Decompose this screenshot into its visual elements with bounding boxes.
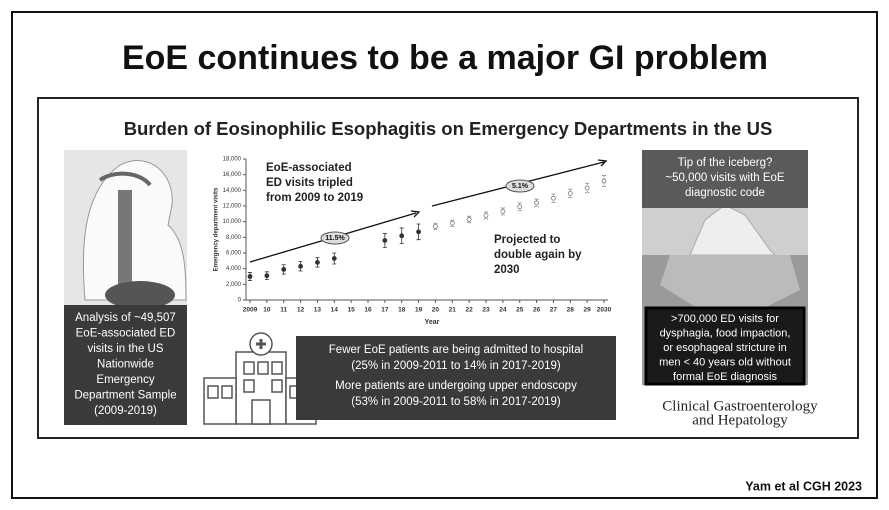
iceberg-bottom-text: dysphagia, food impaction, [660,327,791,339]
data-point [483,212,489,218]
x-tick-label: 10 [263,307,271,314]
panel-text: Emergency [96,374,154,386]
panel-text: Department Sample [74,390,176,402]
chart-annotation: EoE-associated [266,162,352,174]
y-tick-label: 8,000 [226,235,242,241]
chart-annotation: Projected to [494,234,560,246]
x-tick-label: 17 [381,307,389,314]
data-point [416,229,421,235]
x-tick-label: 2009 [243,307,258,314]
data-point [264,273,270,279]
panel-text: EoE-associated ED [76,328,176,340]
data-point [298,263,303,269]
iceberg-bottom-text: or esophageal stricture in [663,342,787,354]
iceberg-top-text: ~50,000 visits with EoE [665,172,785,184]
x-tick-label: 28 [567,307,575,314]
x-tick-label: 23 [482,307,490,314]
y-tick-label: 6,000 [226,251,242,257]
data-point [567,191,573,196]
x-tick-label: 13 [314,307,322,314]
y-tick-label: 12,000 [223,204,242,210]
data-point [247,274,253,279]
data-point [517,204,523,210]
x-tick-label: 2030 [597,307,612,314]
iceberg-bottom-text: men < 40 years old without [659,356,791,368]
iceberg-bottom-box [644,306,806,386]
y-tick-label: 4,000 [226,266,242,272]
findings-box [296,336,616,420]
data-point [584,185,590,191]
data-point [500,209,506,214]
y-tick-label: 18,000 [223,157,242,163]
y-tick-label: 16,000 [223,172,242,178]
trend-label: 5.1% [512,183,529,190]
x-tick-label: 18 [398,307,406,314]
journal-name: Clinical Gastroenterology [662,398,818,414]
error-bar [585,182,590,194]
data-point [315,259,320,265]
data-point [466,216,472,222]
data-point [551,195,556,201]
trend-badge [320,231,350,245]
chart: 0 2,000 4,000 6,000 8,000 10,000 12,000 14,000 1… [214,157,612,326]
y-tick-label: 0 [238,298,242,304]
x-tick-label: 29 [584,307,592,314]
data-point [601,178,607,184]
x-tick-label: 11 [280,307,287,314]
iceberg-top-text: Tip of the iceberg? [678,157,773,169]
panel-text: Analysis of ~49,507 [75,312,176,324]
data-point [331,256,337,261]
iceberg-top-text: diagnostic code [685,187,765,199]
trend-label: 11.5% [325,235,345,242]
y-tick-label: 2,000 [226,282,242,288]
x-tick-label: 26 [533,307,541,314]
trend-badge [505,179,535,193]
data-point [382,238,388,243]
data-point [433,223,438,229]
x-tick-label: 21 [449,307,457,314]
chart-annotation: double again by [494,249,582,261]
x-tick-label: 22 [466,307,474,314]
y-axis-label: Emergency department visits [214,187,220,271]
finding-text: (25% in 2009-2011 to 14% in 2017-2019) [351,360,561,372]
chart-annotation: from 2009 to 2019 [266,192,363,204]
iceberg-top-box [642,150,808,208]
data-point [449,220,455,226]
x-tick-label: 16 [364,307,372,314]
abstract-title: Burden of Eosinophilic Esophagitis on Em… [124,118,773,139]
x-tick-label: 24 [499,307,507,314]
x-tick-label: 15 [348,307,356,314]
data-point [534,200,539,206]
x-tick-label: 12 [297,307,305,314]
chart-annotation: ED visits tripled [266,177,353,189]
left-panel-box [64,305,187,425]
panel-text: visits in the US [87,343,163,355]
journal-name: and Hepatology [692,412,788,428]
y-tick-label: 14,000 [223,188,242,194]
panel-text: Nationwide [97,359,154,371]
y-tick-label: 10,000 [223,219,242,225]
finding-text: (53% in 2009-2011 to 58% in 2017-2019) [351,396,561,408]
x-tick-label: 27 [550,307,558,314]
chart-annotation: 2030 [494,264,520,276]
finding-text: More patients are undergoing upper endos… [335,380,577,392]
data-point [399,233,405,239]
x-tick-label: 19 [415,307,423,314]
x-tick-label: 14 [331,307,339,314]
finding-text: Fewer EoE patients are being admitted to… [329,344,583,356]
anatomy-illustration [64,150,187,425]
panel-text: (2009-2019) [94,405,157,417]
error-bar [551,193,556,203]
x-axis-label: Year [425,319,440,326]
x-tick-label: 25 [516,307,524,314]
error-bar [568,188,573,199]
citation: Yam et al CGH 2023 [745,479,862,493]
x-tick-label: 20 [432,307,440,314]
iceberg-bottom-text: >700,000 ED visits for [671,313,779,325]
data-point [281,267,287,272]
iceberg-bottom-text: formal EoE diagnosis [673,371,777,383]
slide-title: EoE continues to be a major GI problem [122,39,768,77]
